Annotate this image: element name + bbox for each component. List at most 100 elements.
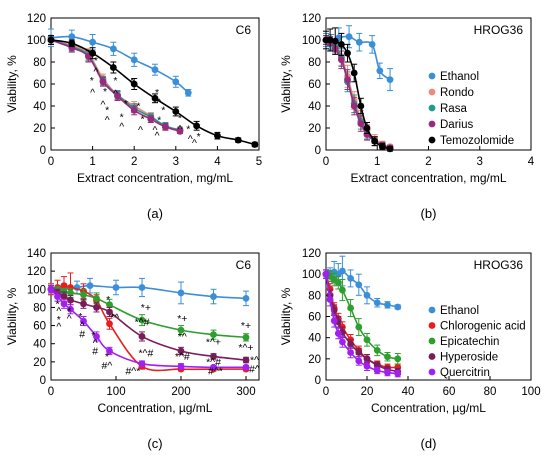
x-tick-label: 1 [89,156,95,168]
data-point [114,92,121,100]
y-tick-label: 120 [302,13,321,25]
data-point [344,76,351,83]
significance-mark: ^ [80,320,85,332]
data-point [384,369,391,376]
y-tick-label: 0 [315,145,321,157]
significance-mark: *+ [177,313,187,325]
data-point [89,38,96,46]
data-point [60,282,68,290]
data-point [363,291,371,299]
legend-marker [428,368,436,376]
data-point [347,340,354,348]
legend-entry: Rondo [440,87,474,99]
data-point [337,41,345,48]
y-tick-label: 80 [33,302,46,314]
legend-entry: Hyperoside [440,352,498,364]
data-point [184,89,192,97]
significance-mark: #^* [208,366,223,378]
data-point [47,36,55,44]
y-tick-label: 60 [308,79,321,91]
data-point [176,127,184,135]
x-tick-label: 0 [323,386,329,398]
data-point [68,39,76,47]
series-ethanol [322,255,402,311]
data-point [60,300,68,308]
panel-label: (c) [147,436,162,451]
data-point [89,49,96,57]
data-point [355,38,363,46]
significance-mark: *+ [141,302,151,314]
significance-mark: #^* [125,366,140,378]
y-tick-label: 80 [308,57,321,69]
legend-marker [428,104,436,112]
data-point [67,296,74,304]
data-point [363,336,371,344]
significance-mark: #^ [102,360,113,372]
y-tick-label: 100 [27,284,46,296]
data-point [339,338,346,346]
panel-inner-title: C6 [236,23,252,37]
legend-entry: Epicatechin [440,336,499,348]
significance-mark: ^ [130,77,135,89]
significance-mark: * [161,105,165,117]
data-point [350,69,358,77]
legend-marker [428,72,436,80]
data-point [80,300,87,308]
legend-entry: Rasa [440,103,467,115]
data-point [68,33,76,41]
significance-mark: * [124,98,128,110]
panel-b: 0 20 40 60 80 100 120 0 1 2 3 4 Extract concentratio… [279,13,535,221]
data-point [322,270,330,278]
x-axis-label: Concentration, µg/mL [98,401,213,415]
legend: Ethanol Chlorogenic acid Epicatechin Hypero… [428,305,526,379]
x-tick-label: 0 [48,156,54,168]
significance-mark: *^+ [206,337,221,349]
y-tick-label: 100 [27,35,46,47]
data-point [394,355,402,363]
significance-mark: * [106,294,110,306]
data-point [110,45,117,53]
data-point [147,115,155,123]
data-point [130,107,138,114]
data-point [384,301,391,309]
data-point [67,305,74,313]
significance-mark: * [113,75,117,87]
data-point [384,353,391,361]
legend-marker [428,120,436,128]
legend-entry: Ethanol [440,305,479,317]
panel-inner-title: HROG36 [474,258,524,272]
data-point [80,291,87,299]
data-point [106,347,113,355]
series-4 [47,35,259,148]
x-tick-label: 2 [131,156,137,168]
data-point [106,308,113,316]
series-ethanol [322,25,394,92]
data-point [355,357,363,365]
data-point [112,284,120,291]
significance-mark: *^# [138,347,153,359]
panel-label: (d) [421,436,437,451]
data-point [242,356,250,364]
significance-mark: ^ [56,306,61,318]
data-point [371,137,379,145]
legend-marker [428,136,436,144]
y-tick-label: 100 [302,269,321,281]
significance-mark: ^ [93,66,98,78]
data-point [330,317,338,325]
y-tick-label: 0 [40,375,46,387]
x-tick-label: 0 [48,386,54,398]
series-quercitrin [322,269,402,378]
legend-marker [428,337,436,345]
significance-mark: ^ [56,321,61,333]
y-tick-label: 60 [33,321,46,333]
x-tick-label: 5 [256,156,262,168]
significance-mark: ^ [155,130,160,142]
significance-mark: *^ [110,312,119,324]
data-point [177,289,185,297]
y-tick-label: 40 [33,101,46,113]
data-point [378,143,386,151]
data-point [172,108,180,115]
x-tick-label: 40 [402,386,415,398]
series-temozolomide [322,27,394,153]
legend-entry: Temozolomide [440,135,514,147]
